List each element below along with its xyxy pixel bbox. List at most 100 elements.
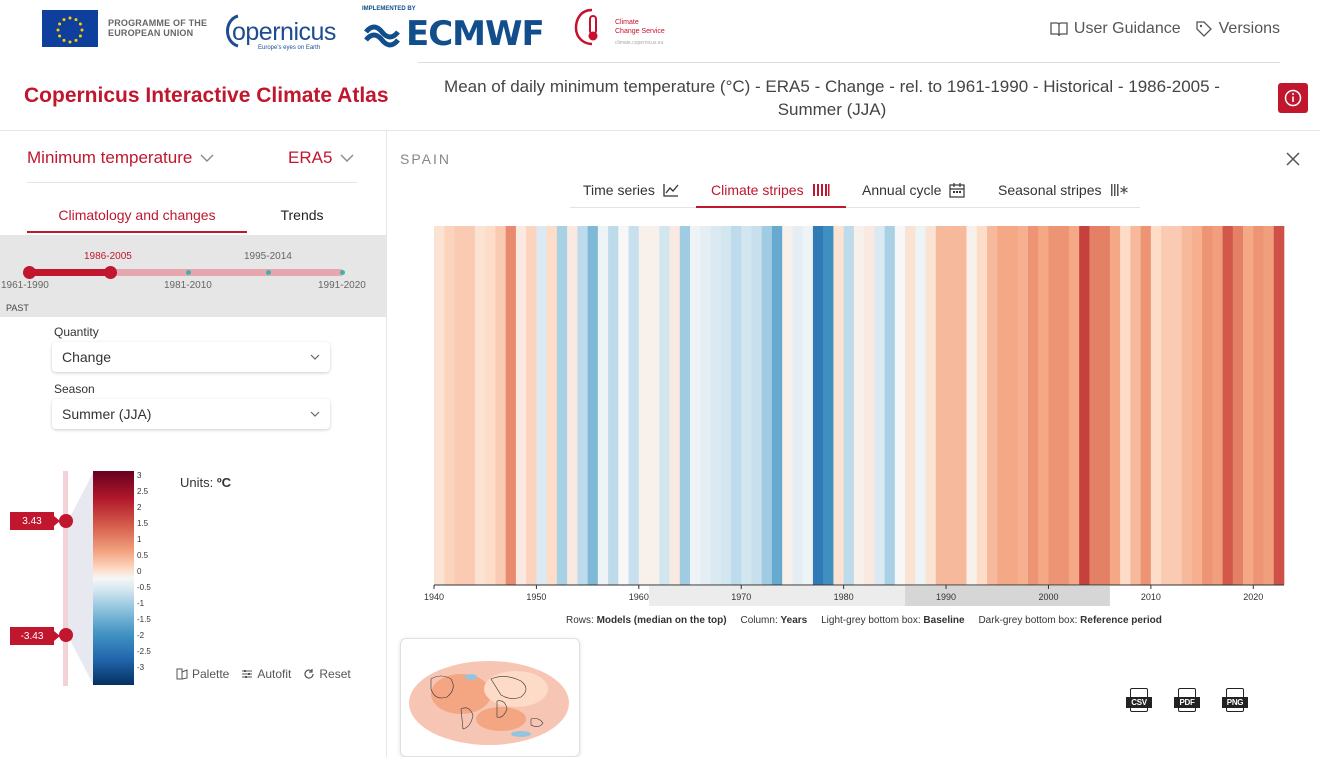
tab-seasonal-stripes[interactable]: Seasonal stripes xyxy=(998,182,1130,198)
tab-annual-cycle[interactable]: Annual cycle xyxy=(862,182,965,198)
stripe-1948[interactable] xyxy=(515,226,527,585)
close-button[interactable] xyxy=(1286,150,1300,171)
stripe-1973[interactable] xyxy=(771,226,783,585)
stripe-1996[interactable] xyxy=(1007,226,1019,585)
app-title[interactable]: Copernicus Interactive Climate Atlas xyxy=(24,84,389,107)
stripe-1945[interactable] xyxy=(485,226,496,585)
stripe-1979[interactable] xyxy=(833,226,844,585)
stripe-1968[interactable] xyxy=(720,226,732,585)
stripe-1983[interactable] xyxy=(874,226,885,585)
stripe-2004[interactable] xyxy=(1089,226,1100,585)
stripe-1991[interactable] xyxy=(956,226,967,585)
stripe-1941[interactable] xyxy=(444,226,455,585)
stripe-1987[interactable] xyxy=(915,226,926,585)
stripe-1944[interactable] xyxy=(474,226,486,585)
variable-dropdown[interactable]: Minimum temperature xyxy=(27,148,214,168)
period-stop-1995-2014[interactable] xyxy=(266,270,271,275)
stripe-1956[interactable] xyxy=(597,226,609,585)
stripe-1980[interactable] xyxy=(843,226,855,585)
stripe-1959[interactable] xyxy=(628,226,640,585)
download-csv-button[interactable]: CSV xyxy=(1126,688,1152,718)
tab-climate-stripes[interactable]: Climate stripes xyxy=(711,182,830,198)
stripe-1978[interactable] xyxy=(823,226,834,585)
period-stop-1981-2010[interactable] xyxy=(186,270,191,275)
stripe-1975[interactable] xyxy=(792,226,803,585)
stripe-1981[interactable] xyxy=(853,226,865,585)
stripe-1952[interactable] xyxy=(556,226,568,585)
stripe-2001[interactable] xyxy=(1058,226,1070,585)
stripe-1962[interactable] xyxy=(659,226,670,585)
stripe-1995[interactable] xyxy=(997,226,1008,585)
stripe-1994[interactable] xyxy=(987,226,998,585)
tab-climatology-and-changes[interactable]: Climatology and changes xyxy=(58,207,216,223)
stripe-2009[interactable] xyxy=(1140,226,1152,585)
range-min-handle[interactable] xyxy=(59,628,73,642)
stripe-1970[interactable] xyxy=(741,226,752,585)
stripe-1990[interactable] xyxy=(946,226,957,585)
stripe-2008[interactable] xyxy=(1130,226,1141,585)
stripe-1964[interactable] xyxy=(679,226,691,585)
stripe-1997[interactable] xyxy=(1017,226,1029,585)
stripe-1946[interactable] xyxy=(495,226,506,585)
user-guidance-link[interactable]: User Guidance xyxy=(1050,20,1181,38)
stripe-2020[interactable] xyxy=(1253,226,1264,585)
stripe-1966[interactable] xyxy=(700,226,711,585)
period-start-handle[interactable] xyxy=(23,266,36,279)
stripe-1950[interactable] xyxy=(536,226,547,585)
tab-time-series[interactable]: Time series xyxy=(583,182,679,198)
stripe-2011[interactable] xyxy=(1161,226,1172,585)
palette-button[interactable]: Palette xyxy=(176,667,229,681)
stripe-1965[interactable] xyxy=(690,226,701,585)
autofit-button[interactable]: Autofit xyxy=(241,667,291,681)
stripe-1961[interactable] xyxy=(649,226,660,585)
stripe-1955[interactable] xyxy=(587,226,599,585)
versions-link[interactable]: Versions xyxy=(1195,20,1280,38)
stripe-1957[interactable] xyxy=(608,226,619,585)
stripe-1974[interactable] xyxy=(782,226,793,585)
stripe-2003[interactable] xyxy=(1079,226,1090,585)
range-max-handle[interactable] xyxy=(59,514,73,528)
download-pdf-button[interactable]: PDF xyxy=(1174,688,1200,718)
stripe-2006[interactable] xyxy=(1109,226,1121,585)
range-slider-rail[interactable] xyxy=(63,471,68,686)
stripe-1942[interactable] xyxy=(454,226,466,585)
stripe-2017[interactable] xyxy=(1222,226,1234,585)
stripe-1989[interactable] xyxy=(935,226,947,585)
stripe-2014[interactable] xyxy=(1191,226,1203,585)
stripe-1954[interactable] xyxy=(577,226,588,585)
stripe-2005[interactable] xyxy=(1099,226,1111,585)
stripe-2015[interactable] xyxy=(1202,226,1213,585)
stripe-2013[interactable] xyxy=(1181,226,1193,585)
stripe-1940[interactable] xyxy=(434,226,445,585)
season-select[interactable]: Summer (JJA) xyxy=(52,399,330,429)
stripe-1999[interactable] xyxy=(1038,226,1049,585)
download-png-button[interactable]: PNG xyxy=(1222,688,1248,718)
stripe-1949[interactable] xyxy=(526,226,537,585)
map-thumbnail[interactable] xyxy=(400,638,580,757)
quantity-select[interactable]: Change xyxy=(52,342,330,372)
stripe-2016[interactable] xyxy=(1212,226,1223,585)
stripe-1972[interactable] xyxy=(761,226,773,585)
info-button[interactable] xyxy=(1278,83,1308,113)
stripe-1960[interactable] xyxy=(638,226,650,585)
stripe-2022[interactable] xyxy=(1273,226,1285,585)
stripe-2010[interactable] xyxy=(1150,226,1162,585)
stripe-1958[interactable] xyxy=(618,226,629,585)
stripe-1988[interactable] xyxy=(925,226,937,585)
stripe-1969[interactable] xyxy=(730,226,742,585)
stripe-2021[interactable] xyxy=(1263,226,1275,585)
stripe-1963[interactable] xyxy=(669,226,681,585)
stripe-2002[interactable] xyxy=(1068,226,1080,585)
stripe-2007[interactable] xyxy=(1120,226,1131,585)
stripe-1982[interactable] xyxy=(864,226,875,585)
stripe-2019[interactable] xyxy=(1243,226,1254,585)
stripe-1951[interactable] xyxy=(546,226,558,585)
stripe-1977[interactable] xyxy=(812,226,824,585)
stripe-1998[interactable] xyxy=(1027,226,1039,585)
tab-trends[interactable]: Trends xyxy=(280,207,324,223)
stripe-1993[interactable] xyxy=(976,226,988,585)
dataset-dropdown[interactable]: ERA5 xyxy=(288,148,354,168)
stripe-1943[interactable] xyxy=(464,226,476,585)
stripe-2012[interactable] xyxy=(1171,226,1182,585)
stripe-2000[interactable] xyxy=(1048,226,1059,585)
